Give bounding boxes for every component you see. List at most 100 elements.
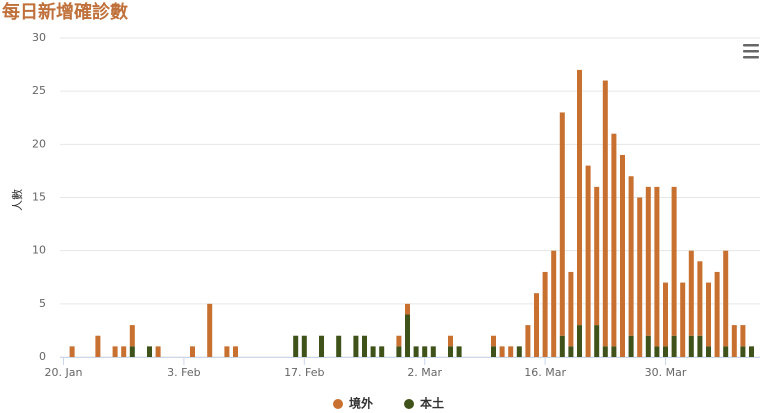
bar <box>688 335 694 357</box>
bar <box>516 346 522 357</box>
bar <box>396 346 402 357</box>
legend-marker[interactable] <box>333 399 343 409</box>
bar <box>602 346 608 357</box>
bar <box>740 325 746 347</box>
bar <box>611 346 617 357</box>
bar <box>448 346 453 357</box>
x-tick-label: 20. Jan <box>45 366 83 379</box>
bar <box>688 250 694 336</box>
bar <box>559 112 565 336</box>
bar <box>336 335 342 357</box>
bar <box>645 335 651 357</box>
legend-marker[interactable] <box>404 399 415 409</box>
bar <box>568 346 574 357</box>
bar <box>525 325 531 357</box>
bar <box>714 271 720 357</box>
bar <box>731 325 737 357</box>
bar <box>671 335 677 357</box>
bar <box>611 133 617 347</box>
bar <box>405 303 410 315</box>
bar <box>129 325 135 347</box>
bar <box>620 154 625 357</box>
bar <box>499 346 505 357</box>
bar <box>370 346 376 357</box>
bar <box>671 186 677 336</box>
bar <box>645 186 651 336</box>
y-tick-label: 5 <box>39 297 46 310</box>
y-axis-label: 人數 <box>11 189 24 211</box>
bar <box>301 335 307 357</box>
bar <box>723 346 729 357</box>
bar <box>422 346 428 357</box>
bar <box>155 346 161 357</box>
bar <box>749 346 754 357</box>
legend-label[interactable]: 本土 <box>420 396 444 411</box>
bar <box>559 335 565 357</box>
bar <box>405 314 410 357</box>
bar <box>663 282 668 347</box>
bar <box>594 186 600 326</box>
bar <box>740 346 746 357</box>
bar <box>697 261 703 336</box>
bar <box>654 346 660 357</box>
bar <box>551 250 557 357</box>
bar <box>121 346 127 357</box>
bar <box>319 335 324 357</box>
bar <box>706 346 711 357</box>
y-tick-label: 15 <box>32 191 46 204</box>
bar <box>723 250 729 347</box>
y-tick-label: 30 <box>32 31 46 44</box>
bar <box>448 335 453 347</box>
bar <box>190 346 195 357</box>
menu-bar[interactable] <box>743 56 759 59</box>
legend-label[interactable]: 境外 <box>349 396 373 411</box>
x-tick-label: 2. Mar <box>407 366 442 379</box>
bar <box>379 346 385 357</box>
bar <box>577 325 582 357</box>
bar <box>95 335 101 357</box>
bar <box>207 303 213 357</box>
bar <box>628 335 634 357</box>
bar <box>706 282 711 347</box>
bar <box>568 271 574 347</box>
bar <box>112 346 118 357</box>
bar <box>577 69 582 326</box>
y-tick-label: 20 <box>32 137 46 150</box>
bar <box>534 293 539 357</box>
bar <box>413 346 419 357</box>
x-tick-label: 16. Mar <box>524 366 566 379</box>
bar <box>362 335 367 357</box>
menu-bar[interactable] <box>743 50 759 53</box>
bar <box>69 346 75 357</box>
menu-button[interactable] <box>743 44 759 59</box>
bar <box>456 346 462 357</box>
bar <box>147 346 152 357</box>
bar <box>224 346 230 357</box>
bar <box>491 335 496 347</box>
bar <box>508 346 514 357</box>
bar <box>637 197 643 357</box>
bar <box>129 346 135 357</box>
y-tick-label: 0 <box>39 350 46 363</box>
menu-bar[interactable] <box>743 44 759 47</box>
x-tick-label: 30. Mar <box>645 366 687 379</box>
bar <box>585 165 591 357</box>
bar <box>396 335 402 347</box>
x-tick-label: 3. Feb <box>167 366 200 379</box>
bar <box>697 335 703 357</box>
bar <box>491 346 496 357</box>
bar <box>542 271 548 357</box>
bar <box>628 176 634 336</box>
bar <box>353 335 359 357</box>
bar <box>430 346 436 357</box>
bar <box>233 346 238 357</box>
bar <box>594 325 600 357</box>
bar <box>663 346 668 357</box>
bar <box>602 80 608 347</box>
y-tick-label: 25 <box>32 84 46 97</box>
x-tick-label: 17. Feb <box>284 366 324 379</box>
bar <box>293 335 299 357</box>
chart-title: 每日新增確診數 <box>2 1 128 23</box>
bar <box>680 282 686 357</box>
